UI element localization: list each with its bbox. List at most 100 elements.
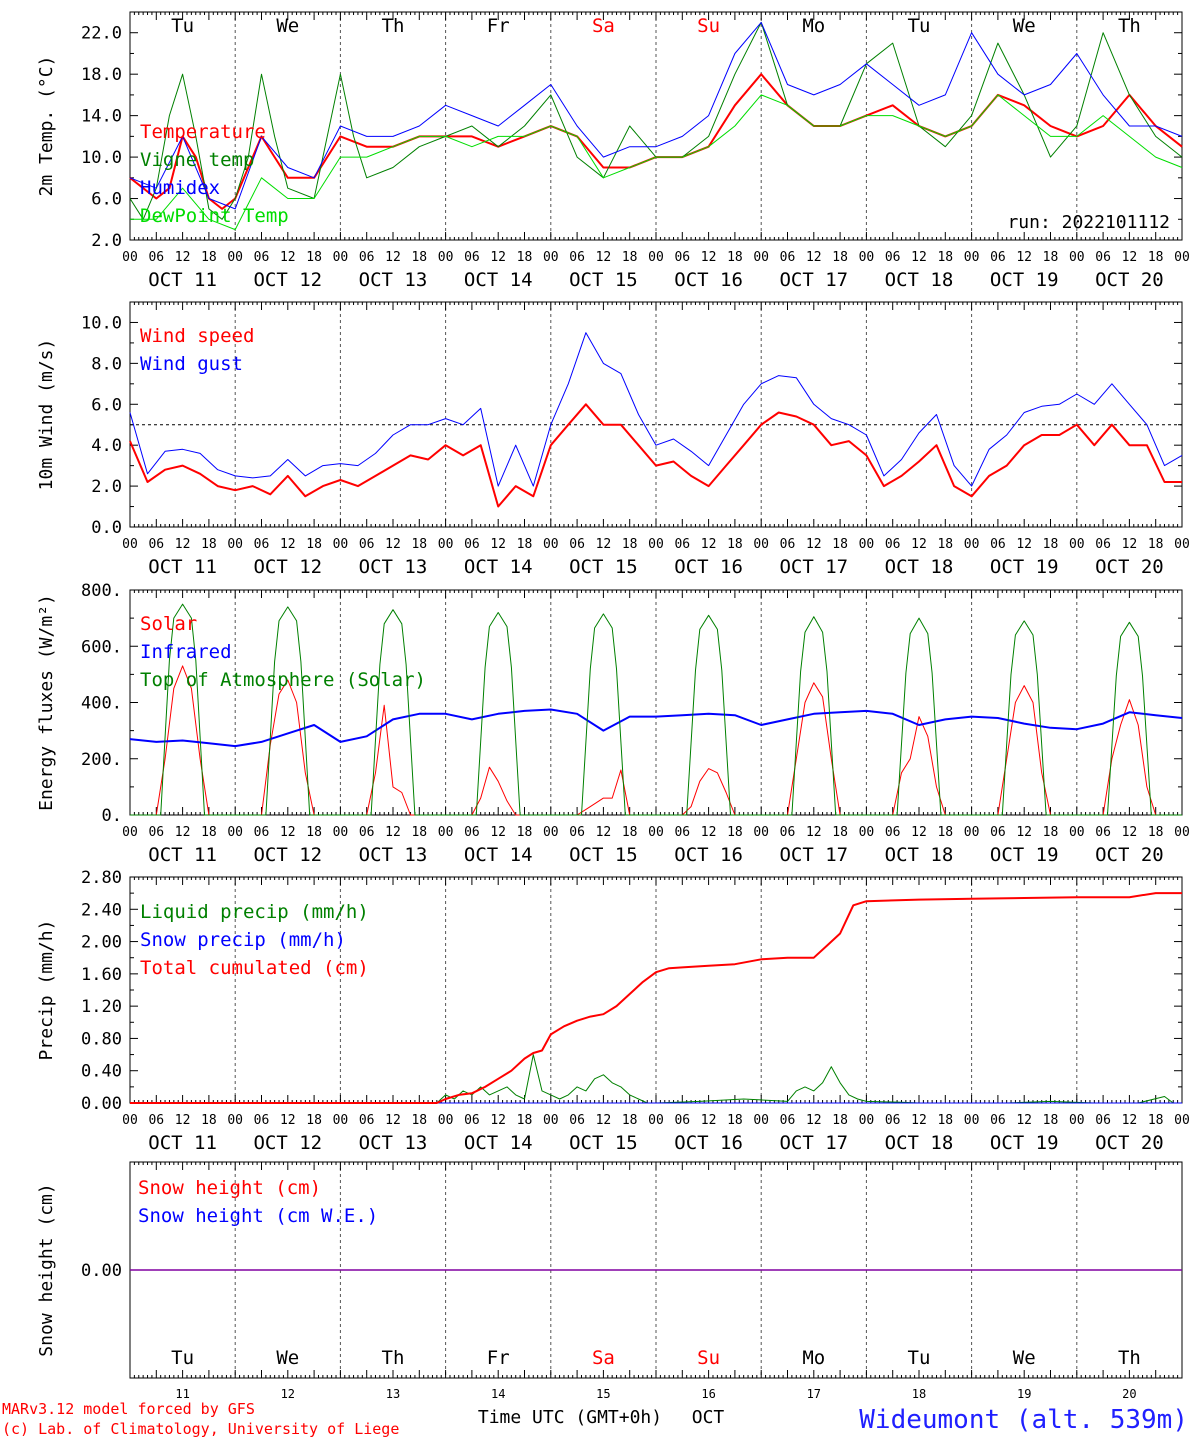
- hour-tick-label: 06: [674, 537, 690, 552]
- y-tick-label: 400.: [81, 694, 122, 714]
- x-axis-month: OCT: [692, 1407, 725, 1428]
- weekday-label: Mo: [802, 1347, 825, 1369]
- hour-tick-label: 00: [122, 825, 138, 840]
- hour-tick-label: 00: [227, 1113, 243, 1128]
- series-line-liquid-precip-mm-h: [130, 1054, 1182, 1104]
- y-tick-label: 4.0: [91, 436, 122, 456]
- hour-tick-label: 18: [517, 537, 533, 552]
- hour-tick-label: 00: [859, 1113, 875, 1128]
- weekday-label: Fr: [487, 1347, 510, 1369]
- series-line-total-cumulated-cm: [130, 892, 1182, 1104]
- hour-tick-label: 00: [1069, 537, 1085, 552]
- credit-line-model: MARv3.12 model forced by GFS: [2, 1400, 255, 1418]
- hour-tick-label: 12: [701, 250, 717, 265]
- hour-tick-label: 00: [543, 825, 559, 840]
- hour-tick-label: 12: [385, 1113, 401, 1128]
- weekday-label: Tu: [908, 15, 931, 37]
- hour-tick-label: 06: [569, 825, 585, 840]
- hour-tick-label: 12: [490, 537, 506, 552]
- date-label: OCT 14: [464, 844, 533, 866]
- hour-tick-label: 06: [1095, 250, 1111, 265]
- date-label: OCT 12: [253, 556, 322, 578]
- hour-tick-label: 18: [411, 250, 427, 265]
- hour-tick-label: 18: [727, 825, 743, 840]
- day-number-label: 16: [701, 1387, 715, 1401]
- y-axis-label: Snow height (cm): [36, 1183, 57, 1356]
- legend-entry: Infrared: [140, 641, 232, 663]
- hour-tick-label: 00: [1069, 1113, 1085, 1128]
- y-tick-label: 2.0: [91, 231, 122, 251]
- hour-tick-label: 00: [964, 1113, 980, 1128]
- legend-entry: Wind speed: [140, 325, 254, 347]
- y-tick-label: 6.0: [91, 395, 122, 415]
- hour-tick-label: 12: [490, 825, 506, 840]
- date-label: OCT 16: [674, 1132, 743, 1154]
- y-tick-label: 0.40: [81, 1062, 122, 1082]
- temp-panel: 2.0 6.0 10.0 14.0 18.0 22.0 2m Temp. (°C) Tempe…: [36, 11, 1190, 291]
- date-label: OCT 20: [1095, 269, 1164, 291]
- series-line-top-of-atmosphere-solar: [130, 603, 1182, 816]
- hour-tick-label: 06: [780, 1113, 796, 1128]
- hour-tick-label: 12: [596, 1113, 612, 1128]
- hour-tick-label: 12: [1016, 1113, 1032, 1128]
- weekday-label: Mo: [802, 15, 825, 37]
- hour-tick-label: 06: [254, 1113, 270, 1128]
- hour-tick-label: 12: [806, 1113, 822, 1128]
- legend-entry: DewPoint Temp: [140, 205, 289, 227]
- hour-tick-label: 06: [780, 537, 796, 552]
- hour-tick-label: 18: [306, 537, 322, 552]
- date-label: OCT 11: [148, 556, 217, 578]
- hour-tick-label: 18: [622, 250, 638, 265]
- hour-tick-label: 18: [622, 537, 638, 552]
- y-tick-label: 200.: [81, 750, 122, 770]
- hour-tick-label: 00: [227, 825, 243, 840]
- date-label: OCT 20: [1095, 556, 1164, 578]
- legend-entry: Wind gust: [140, 353, 243, 375]
- date-label: OCT 15: [569, 1132, 638, 1154]
- y-tick-label: 6.0: [91, 190, 122, 210]
- hour-tick-label: 12: [175, 825, 191, 840]
- hour-tick-label: 12: [911, 537, 927, 552]
- hour-tick-label: 06: [674, 825, 690, 840]
- date-label: OCT 19: [990, 844, 1059, 866]
- series-line-vigne-temp: [129, 21, 1183, 220]
- hour-tick-label: 18: [517, 825, 533, 840]
- y-tick-label: 0.: [102, 806, 122, 826]
- weekday-label: We: [1013, 15, 1036, 37]
- series-line-dewpoint-temp: [130, 94, 1183, 231]
- date-label: OCT 16: [674, 844, 743, 866]
- hour-tick-label: 06: [569, 1113, 585, 1128]
- legend-entry: Liquid precip (mm/h): [140, 901, 369, 923]
- legend-entry: Snow height (cm W.E.): [138, 1205, 378, 1227]
- hour-tick-label: 12: [385, 825, 401, 840]
- hour-tick-label: 06: [674, 1113, 690, 1128]
- hour-tick-label: 06: [885, 537, 901, 552]
- hour-tick-label: 12: [280, 825, 296, 840]
- hour-tick-label: 18: [937, 250, 953, 265]
- hour-tick-label: 18: [1148, 825, 1164, 840]
- hour-tick-label: 12: [596, 250, 612, 265]
- date-label: OCT 17: [779, 269, 848, 291]
- run-label: run: 2022101112: [1007, 212, 1170, 233]
- hour-tick-label: 18: [306, 250, 322, 265]
- y-tick-label: 10.0: [81, 313, 122, 333]
- series-line-wind-speed: [129, 403, 1182, 508]
- weekday-label: Fr: [487, 15, 510, 37]
- legend-entry: Humidex: [140, 177, 220, 199]
- series-line-wind-gust: [129, 332, 1183, 487]
- hour-tick-label: 18: [937, 537, 953, 552]
- hour-tick-label: 00: [333, 1113, 349, 1128]
- hour-tick-label: 00: [1069, 250, 1085, 265]
- hour-tick-label: 00: [543, 250, 559, 265]
- hour-tick-label: 18: [937, 825, 953, 840]
- hour-tick-label: 00: [438, 537, 454, 552]
- hour-tick-label: 12: [701, 537, 717, 552]
- y-tick-label: 2.00: [81, 933, 122, 953]
- hour-tick-label: 18: [1043, 250, 1059, 265]
- hour-tick-label: 06: [780, 250, 796, 265]
- y-tick-label: 18.0: [81, 65, 122, 85]
- hour-tick-label: 00: [543, 537, 559, 552]
- hour-tick-label: 06: [780, 825, 796, 840]
- credit-line-lab: (c) Lab. of Climatology, University of L…: [2, 1420, 399, 1438]
- weekday-label: Th: [1118, 1347, 1141, 1369]
